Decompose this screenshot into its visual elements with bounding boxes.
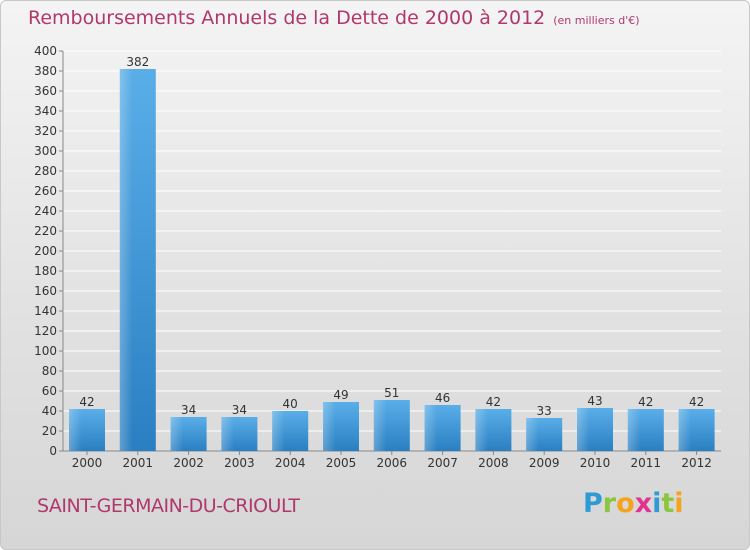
bar-highlight — [373, 400, 387, 451]
x-tick-label: 2006 — [377, 456, 408, 470]
data-labels: 42 382 34 34 40 49 51 46 42 33 43 42 42 — [79, 55, 704, 418]
x-tick-label: 2002 — [173, 456, 204, 470]
x-tick-label: 2001 — [123, 456, 154, 470]
bar-highlight — [526, 418, 539, 451]
data-label: 42 — [486, 395, 501, 409]
x-tick-label: 2012 — [681, 456, 712, 470]
y-tick-label: 20 — [42, 424, 57, 438]
y-tick-label: 180 — [34, 264, 57, 278]
x-tick-label: 2007 — [427, 456, 458, 470]
x-tick-label: 2005 — [326, 456, 357, 470]
y-tick-label: 100 — [34, 344, 57, 358]
logo-letter: r — [602, 488, 617, 519]
bar-highlight — [323, 402, 336, 451]
x-tick-label: 2003 — [224, 456, 255, 470]
y-tick-label: 320 — [34, 124, 57, 138]
bar-highlight — [221, 417, 234, 451]
y-tick-label: 140 — [34, 304, 57, 318]
y-tick-label: 80 — [42, 364, 57, 378]
y-tick-label: 160 — [34, 284, 57, 298]
data-label: 382 — [126, 55, 149, 69]
data-label: 34 — [181, 403, 196, 417]
data-label: 46 — [435, 391, 450, 405]
bar-highlight — [272, 411, 285, 451]
y-tick-label: 240 — [34, 204, 57, 218]
y-tick-label: 200 — [34, 244, 57, 258]
commune-name: SAINT-GERMAIN-DU-CRIOULT — [37, 495, 300, 517]
y-axis-ticks: 0 20 40 60 80 100 120 140 160 180 200 220 240 260 280 3… — [34, 44, 721, 458]
logo-letter: i — [674, 488, 684, 519]
y-tick-label: 40 — [42, 404, 57, 418]
data-label: 40 — [283, 397, 298, 411]
x-tick-label: 2009 — [529, 456, 560, 470]
x-tick-label: 2000 — [72, 456, 103, 470]
logo-letter: o — [616, 488, 635, 519]
data-label: 51 — [384, 386, 399, 400]
proxiti-logo: Proxiti — [583, 488, 684, 519]
bar-highlight — [577, 408, 590, 451]
y-tick-label: 120 — [34, 324, 57, 338]
y-tick-label: 260 — [34, 184, 57, 198]
data-label: 42 — [638, 395, 653, 409]
bar-highlight — [119, 69, 133, 451]
bar-highlight — [170, 417, 184, 451]
x-tick-label: 2008 — [478, 456, 509, 470]
bar-highlight — [475, 409, 488, 451]
logo-letter: i — [652, 488, 662, 519]
chart-title: Remboursements Annuels de la Dette de 20… — [28, 7, 640, 29]
x-tick-label: 2011 — [631, 456, 662, 470]
y-tick-label: 400 — [34, 44, 57, 58]
logo-letter: x — [634, 488, 653, 519]
chart-unit: (en milliers d'€) — [553, 14, 640, 27]
data-label: 42 — [689, 395, 704, 409]
bar-highlight — [627, 409, 641, 451]
data-label: 49 — [333, 388, 348, 402]
y-tick-label: 0 — [49, 444, 57, 458]
x-tick-label: 2010 — [580, 456, 611, 470]
y-tick-label: 340 — [34, 104, 57, 118]
logo-letter: t — [661, 488, 675, 519]
bar-highlight — [424, 405, 438, 451]
data-label: 42 — [79, 395, 94, 409]
bar-highlight — [69, 409, 82, 451]
y-tick-label: 300 — [34, 144, 57, 158]
y-tick-label: 280 — [34, 164, 57, 178]
y-tick-label: 60 — [42, 384, 57, 398]
x-tick-label: 2004 — [275, 456, 306, 470]
y-tick-label: 380 — [34, 64, 57, 78]
y-tick-label: 220 — [34, 224, 57, 238]
x-axis-ticks: 2000 2001 2002 2003 2004 2005 2006 2007 2008 2009… — [72, 451, 712, 470]
data-label: 43 — [587, 394, 602, 408]
chart-title-text: Remboursements Annuels de la Dette de 20… — [28, 7, 546, 29]
bars — [69, 69, 715, 451]
bar-highlight — [678, 409, 692, 451]
data-label: 34 — [232, 403, 247, 417]
data-label: 33 — [537, 404, 552, 418]
y-tick-label: 360 — [34, 84, 57, 98]
logo-letter: P — [583, 488, 603, 519]
